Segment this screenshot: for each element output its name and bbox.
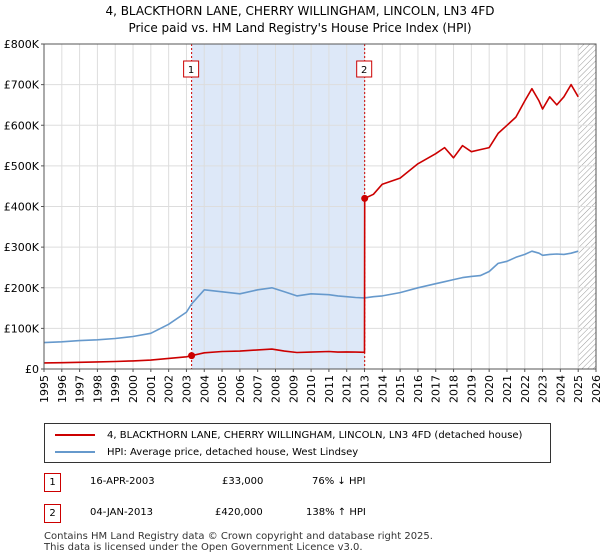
x-tick-label: 2011 [323, 375, 336, 403]
legend-item-property: 4, BLACKTHORN LANE, CHERRY WILLINGHAM, L… [45, 427, 522, 443]
x-tick-label: 1999 [109, 375, 122, 403]
annotation-box [183, 60, 200, 78]
legend: 4, BLACKTHORN LANE, CHERRY WILLINGHAM, L… [44, 423, 551, 463]
x-tick-label: 2006 [234, 375, 247, 403]
y-tick-label: £0 [25, 363, 39, 376]
annotation-label: 1 [188, 65, 194, 76]
hpi-line [43, 250, 579, 344]
y-tick-label: £500K [4, 160, 40, 173]
x-tick-label: 2009 [287, 375, 300, 403]
legend-label-property: 4, BLACKTHORN LANE, CHERRY WILLINGHAM, L… [107, 429, 523, 441]
x-tick-label: 2003 [180, 375, 193, 403]
y-tick-label: £700K [4, 79, 40, 92]
x-tick-label: 2000 [127, 375, 140, 403]
transaction-row: 1 16-APR-2003 £33,000 76% ↓ HPI [44, 473, 564, 493]
y-tick-label: £800K [4, 38, 40, 51]
footer-licence: This data is licensed under the Open Gov… [44, 542, 363, 553]
y-tick-label: £200K [4, 282, 40, 295]
x-tick-label: 2024 [554, 375, 567, 403]
transaction-badge: 2 [44, 504, 61, 523]
footer-copyright: Contains HM Land Registry data © Crown c… [44, 531, 433, 542]
sale-point [361, 194, 369, 202]
x-tick-label: 1998 [91, 375, 104, 403]
x-tick-label: 2020 [483, 375, 496, 403]
x-tick-label: 2016 [412, 375, 425, 403]
x-tick-label: 2010 [305, 375, 318, 403]
annotation-box [356, 60, 373, 78]
x-tick-label: 2002 [163, 375, 176, 403]
transaction-badge: 1 [44, 473, 61, 492]
transaction-hpi-diff: 138% ↑ HPI [306, 507, 366, 518]
transaction-date: 16-APR-2003 [90, 476, 155, 487]
transaction-price: £33,000 [222, 476, 264, 487]
legend-label-hpi: HPI: Average price, detached house, West… [107, 446, 359, 458]
x-tick-label: 2008 [269, 375, 282, 403]
x-tick-label: 2004 [198, 375, 211, 403]
x-tick-label: 2021 [501, 375, 514, 403]
transaction-date: 04-JAN-2013 [90, 507, 154, 518]
x-tick-label: 2017 [430, 375, 443, 403]
legend-swatch-property [55, 434, 95, 436]
chart-title-line2: Price paid vs. HM Land Registry's House … [128, 21, 472, 35]
x-tick-label: 2023 [537, 375, 550, 403]
footer: Contains HM Land Registry data © Crown c… [44, 531, 433, 553]
y-tick-label: £600K [4, 119, 40, 132]
chart-title-line1: 4, BLACKTHORN LANE, CHERRY WILLINGHAM, L… [105, 4, 495, 18]
x-tick-label: 1996 [56, 375, 69, 403]
legend-swatch-hpi [55, 451, 95, 453]
x-tick-label: 2007 [252, 375, 265, 403]
y-tick-label: £300K [4, 241, 40, 254]
annotation-label: 2 [361, 65, 367, 76]
x-tick-label: 2018 [448, 375, 461, 403]
sale-point [188, 352, 196, 360]
y-tick-label: £400K [4, 201, 40, 214]
price-chart: 1 2 £0 £100K £200K £300K £400K £500K £600K £700K… [4, 38, 600, 403]
x-tick-label: 1995 [38, 375, 51, 403]
x-tick-label: 2019 [465, 375, 478, 403]
transaction-hpi-diff: 76% ↓ HPI [312, 476, 366, 487]
x-tick-label: 2022 [519, 375, 532, 403]
transaction-price: £420,000 [215, 507, 263, 518]
x-tick-label: 2015 [394, 375, 407, 403]
y-tick-label: £100K [4, 322, 40, 335]
transaction-row: 2 04-JAN-2013 £420,000 138% ↑ HPI [44, 504, 564, 524]
x-tick-label: 2001 [145, 375, 158, 403]
x-tick-label: 2012 [341, 375, 354, 403]
x-tick-label: 2013 [359, 375, 372, 403]
x-tick-label: 2005 [216, 375, 229, 403]
x-tick-label: 2025 [572, 375, 585, 403]
legend-item-hpi: HPI: Average price, detached house, West… [45, 444, 358, 460]
x-tick-label: 2026 [590, 375, 600, 403]
x-tick-label: 2014 [376, 375, 389, 403]
x-tick-label: 1997 [74, 375, 87, 403]
